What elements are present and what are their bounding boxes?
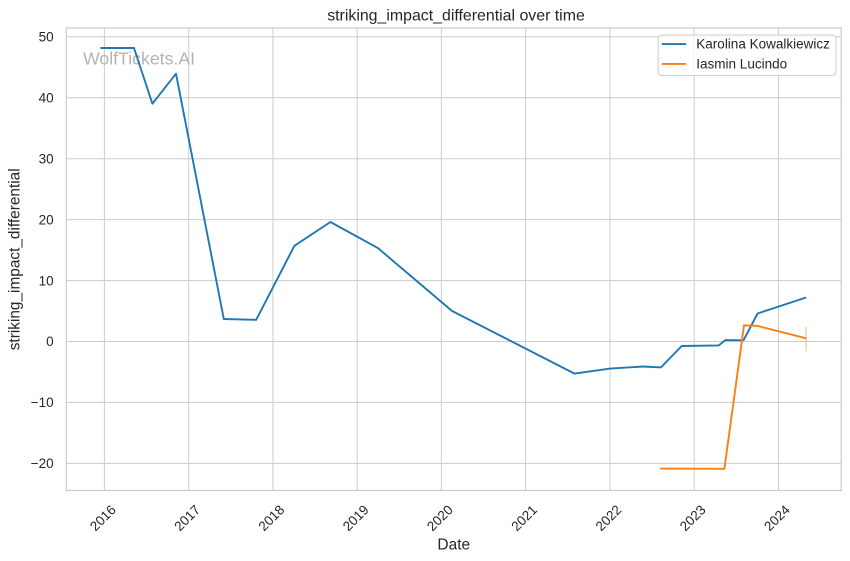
svg-text:10: 10 [39, 273, 54, 288]
svg-text:Iasmin Lucindo: Iasmin Lucindo [696, 57, 787, 72]
svg-text:Karolina Kowalkiewicz: Karolina Kowalkiewicz [696, 37, 830, 52]
svg-text:WolfTickets.AI: WolfTickets.AI [83, 49, 195, 69]
svg-text:0: 0 [46, 334, 54, 349]
svg-text:striking_impact_differential: striking_impact_differential [7, 168, 24, 350]
svg-text:50: 50 [39, 30, 54, 45]
svg-text:Date: Date [437, 536, 470, 553]
svg-text:−20: −20 [31, 456, 54, 471]
svg-text:40: 40 [39, 91, 54, 106]
svg-text:30: 30 [39, 151, 54, 166]
svg-text:−10: −10 [31, 395, 54, 410]
svg-text:20: 20 [39, 212, 54, 227]
svg-text:striking_impact_differential o: striking_impact_differential over time [327, 8, 585, 25]
